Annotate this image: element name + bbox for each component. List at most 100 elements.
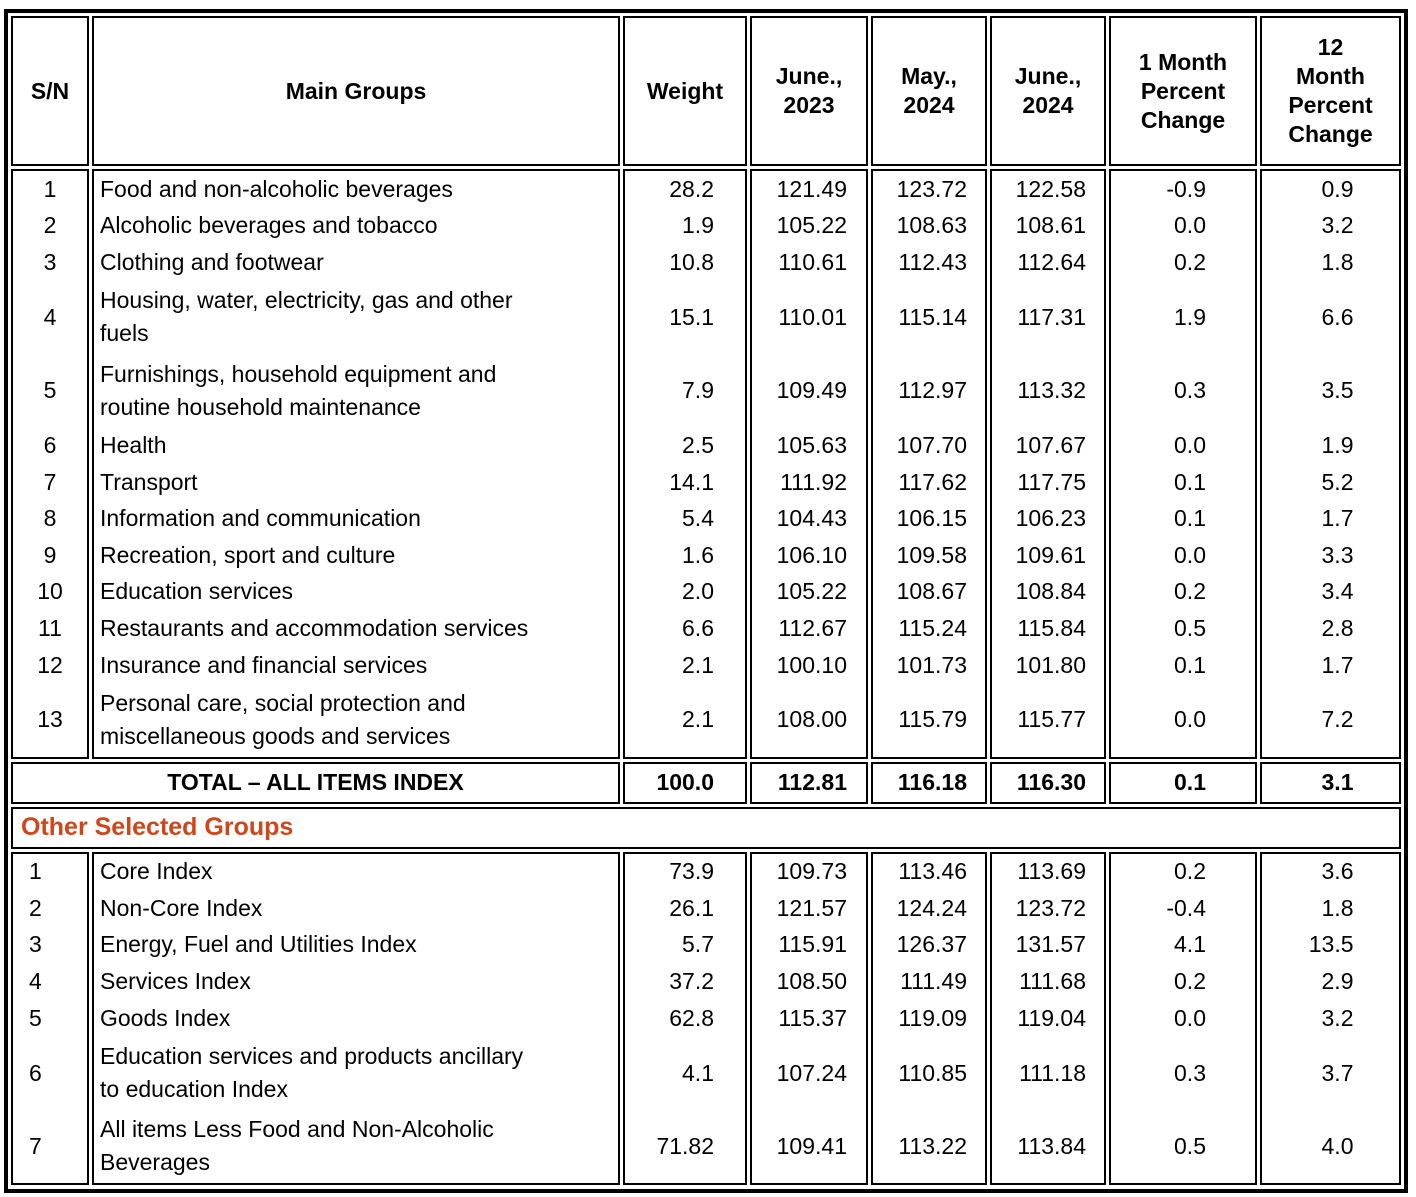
twelve_month-value-cell: 3.4 [1262, 574, 1399, 611]
twelve_month-value-cell: 3.6 [1262, 854, 1399, 891]
one_month-value-cell: 0.5 [1111, 1110, 1255, 1183]
jun_2023-value: 109.41 [776, 1132, 847, 1159]
twelve_month-value-cell: 1.8 [1262, 890, 1399, 927]
twelve_month-value-cell: 7.2 [1262, 683, 1399, 756]
sn-value-cell: 3 [29, 931, 42, 958]
jun_2023-value-cell: 108.00 [752, 683, 866, 756]
group-name-cell: Transport [100, 468, 198, 495]
may_2024-value: 108.63 [896, 212, 967, 239]
jun_2024-value-cell: 131.57 [992, 927, 1104, 964]
twelve_month-value: 2.8 [1321, 614, 1354, 641]
group-name-cell: Goods Index [100, 1004, 231, 1031]
weight-value: 2.1 [682, 651, 714, 678]
sn-value-cell: 3 [43, 248, 57, 275]
jun_2023-value: 109.49 [776, 377, 847, 404]
jun_2023-value: 115.91 [778, 931, 847, 958]
sn-value-cell: 9 [43, 541, 57, 568]
header-cell-1-month-percent-change: 1 Month Percent Change [1109, 16, 1257, 166]
may_2024-value-cell: 124.24 [873, 890, 985, 927]
one_month-value: 0.3 [1174, 377, 1206, 404]
jun_2023-value: 105.63 [776, 431, 847, 458]
one_month-value-cell: 0.2 [1111, 574, 1255, 611]
jun_2023-value: 106.10 [776, 541, 847, 568]
may_2024-value-cell: 106.15 [873, 500, 985, 537]
one_month-value: 1.9 [1174, 303, 1206, 330]
may_2024-value-cell: 119.09 [873, 1000, 985, 1037]
group-name-cell: Recreation, sport and culture [100, 541, 396, 568]
jun_2024-value-cell: 111.18 [992, 1036, 1104, 1109]
jun_2024-value-cell: 108.61 [992, 208, 1104, 245]
weight-value-cell: 73.9 [625, 854, 745, 891]
sn-value-cell: 6 [43, 431, 57, 458]
sn-value-cell: 2 [43, 212, 57, 239]
group-name-cell: Clothing and footwear [100, 248, 324, 275]
one_month-value-cell: 0.1 [1111, 464, 1255, 501]
jun_2024-value-cell: 113.84 [992, 1110, 1104, 1183]
one_month-value-cell: 0.0 [1111, 537, 1255, 574]
twelve_month-value: 1.7 [1321, 651, 1354, 678]
jun_2024-value: 117.31 [1017, 303, 1086, 330]
jun_2024-value: 131.57 [1015, 931, 1086, 958]
twelve_month-value-cell: 1.8 [1262, 244, 1399, 281]
may_2024-value: 124.24 [896, 894, 967, 921]
jun_2024-value-cell: 115.77 [992, 683, 1104, 756]
twelve_month-value: 6.6 [1321, 303, 1354, 330]
jun_2024-value-cell: 112.64 [992, 244, 1104, 281]
one_month-value: -0.4 [1166, 894, 1206, 921]
total-row-label: TOTAL – ALL ITEMS INDEX [11, 761, 620, 804]
jun_2023-value: 109.73 [776, 858, 847, 885]
may_2024-value-cell: 115.14 [873, 281, 985, 354]
jun_2024-value: 122.58 [1015, 175, 1086, 202]
one_month-value: 0.0 [1174, 431, 1206, 458]
twelve_month-value: 2.9 [1321, 968, 1354, 995]
may_2024-value-cell: 117.62 [873, 464, 985, 501]
twelve_month-value-cell: 3.7 [1262, 1036, 1399, 1109]
jun_2023-value-cell: 100.10 [752, 647, 866, 684]
jun_2024-value-cell: 117.31 [992, 281, 1104, 354]
group-name-cell: Education services and products ancillar… [100, 1043, 524, 1103]
header-cell-12-month-percent-change: 12 Month Percent Change [1260, 16, 1401, 166]
may_2024-value: 117.62 [898, 468, 967, 495]
weight-value: 37.2 [669, 968, 714, 995]
one_month-value-cell: 0.2 [1111, 963, 1255, 1000]
jun_2023-value-cell: 121.57 [752, 890, 866, 927]
weight-value-cell: 7.9 [625, 354, 745, 427]
table-header-row: S/N Main Groups Weight June., 2023 May.,… [11, 16, 1401, 166]
sn-value-cell: 12 [37, 651, 63, 678]
weight-value: 1.9 [682, 212, 714, 239]
group-name-cell: Alcoholic beverages and tobacco [100, 212, 438, 239]
twelve_month-value: 3.7 [1321, 1059, 1354, 1086]
one_month-value-cell: 0.0 [1111, 1000, 1255, 1037]
weight-value: 2.5 [682, 431, 714, 458]
weight-value-cell: 62.8 [625, 1000, 745, 1037]
may_2024-value: 106.15 [896, 505, 967, 532]
weight-value: 14.1 [669, 468, 714, 495]
weight-value: 2.0 [682, 578, 714, 605]
weight-value-cell: 2.1 [625, 683, 745, 756]
jun_2023-value: 112.67 [778, 614, 847, 641]
group-name-cell: Non-Core Index [100, 894, 263, 921]
jun_2023-value: 108.50 [776, 968, 847, 995]
weight-value: 7.9 [682, 377, 714, 404]
jun_2024-value: 113.32 [1017, 377, 1086, 404]
weight-value: 73.9 [669, 858, 714, 885]
jun_2024-value: 109.61 [1015, 541, 1086, 568]
weight-value-cell: 10.8 [625, 244, 745, 281]
one_month-value: 0.3 [1174, 1059, 1206, 1086]
jun_2024-value: 117.75 [1017, 468, 1086, 495]
twelve_month-value-cell: 5.2 [1262, 464, 1399, 501]
weight-value: 71.82 [656, 1132, 714, 1159]
jun_2024-value-cell: 108.84 [992, 574, 1104, 611]
sn-value-cell: 4 [29, 968, 42, 995]
group-name-cell: Personal care, social protection and mis… [100, 689, 466, 749]
sn-value-cell: 1 [43, 175, 57, 202]
one_month-value-cell: 0.2 [1111, 854, 1255, 891]
twelve_month-value: 3.5 [1321, 377, 1354, 404]
total-12-month-change-value: 3.1 [1260, 761, 1401, 804]
one_month-value-cell: 0.5 [1111, 610, 1255, 647]
twelve_month-value-cell: 1.9 [1262, 427, 1399, 464]
jun_2024-value: 106.23 [1015, 505, 1086, 532]
one_month-value: 0.1 [1174, 505, 1206, 532]
one_month-value: 0.5 [1174, 1132, 1206, 1159]
total-june-2024-value: 116.30 [990, 761, 1106, 804]
